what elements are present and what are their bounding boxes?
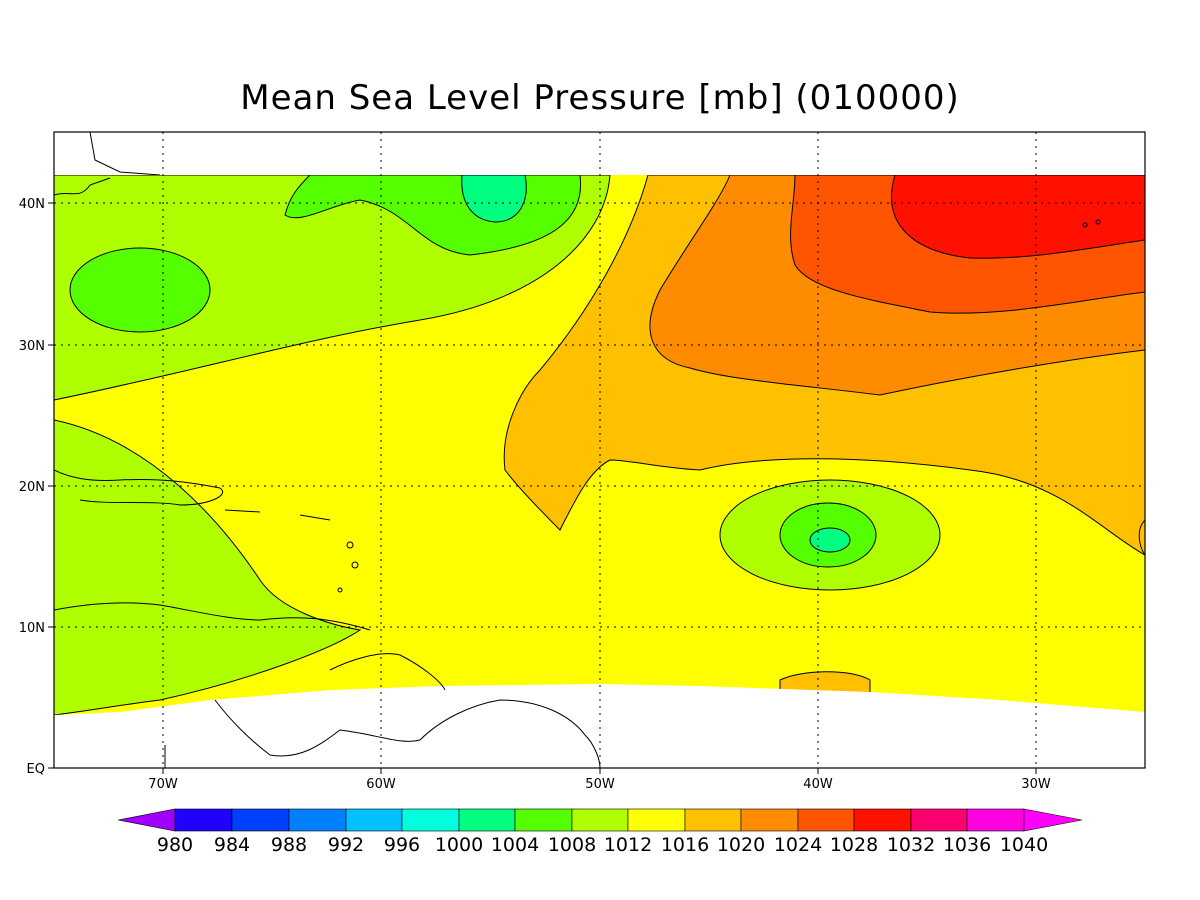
map-title: Mean Sea Level Pressure [mb] (010000) — [240, 78, 960, 118]
colorbar-swatch — [627, 808, 686, 832]
lat-label-10n: 10N — [19, 621, 45, 636]
colorbar-label-1040: 1040 — [1000, 834, 1048, 856]
colorbar — [117, 808, 1083, 832]
colorbar-label-1004: 1004 — [491, 834, 539, 856]
colorbar-label-1024: 1024 — [774, 834, 822, 856]
band-1000-1004 — [461, 174, 527, 223]
lon-label-50w: 50W — [585, 777, 615, 792]
colorbar-swatch — [797, 808, 855, 832]
colorbar-swatch — [514, 808, 573, 832]
colorbar-swatch — [174, 808, 233, 832]
grid-lines — [54, 132, 1145, 768]
colorbar-swatch — [1023, 808, 1083, 832]
band-1008-1012-caribbean — [54, 419, 362, 716]
colorbar-label-1028: 1028 — [830, 834, 878, 856]
colorbar-labels: 980 984 988 992 996 1000 1004 1008 1012 … — [157, 834, 1048, 856]
lat-label-20n: 20N — [19, 480, 45, 495]
band-1004-1008-low — [69, 247, 211, 333]
colorbar-swatch — [910, 808, 968, 832]
lon-label-60w: 60W — [366, 777, 396, 792]
lon-label-70w: 70W — [148, 777, 178, 792]
colorbar-swatch — [684, 808, 742, 832]
colorbar-label-988: 988 — [271, 834, 307, 856]
colorbar-label-1000: 1000 — [435, 834, 483, 856]
colorbar-swatch — [401, 808, 460, 832]
colorbar-label-1036: 1036 — [943, 834, 991, 856]
lat-label-40n: 40N — [19, 197, 45, 212]
colorbar-label-996: 996 — [384, 834, 420, 856]
colorbar-label-1016: 1016 — [661, 834, 709, 856]
no-data-south — [54, 684, 1145, 768]
lat-label-eq: EQ — [27, 762, 45, 777]
colorbar-label-1008: 1008 — [548, 834, 596, 856]
colorbar-swatch — [966, 808, 1025, 832]
band-1016-1020-south — [779, 671, 871, 694]
coastlines — [54, 132, 1101, 768]
lat-label-30n: 30N — [19, 339, 45, 354]
colorbar-swatch — [853, 808, 912, 832]
colorbar-swatch — [571, 808, 629, 832]
colorbar-swatch — [458, 808, 516, 832]
colorbar-label-1020: 1020 — [717, 834, 765, 856]
lon-label-30w: 30W — [1021, 777, 1051, 792]
lon-label-40w: 40W — [803, 777, 833, 792]
colorbar-label-980: 980 — [157, 834, 193, 856]
band-1028-1032 — [891, 174, 1145, 259]
colorbar-swatch — [345, 808, 403, 832]
colorbar-label-984: 984 — [214, 834, 250, 856]
colorbar-label-1032: 1032 — [887, 834, 935, 856]
colorbar-label-1012: 1012 — [604, 834, 652, 856]
colorbar-swatch — [288, 808, 347, 832]
pressure-field — [54, 132, 1145, 768]
colorbar-swatch — [740, 808, 799, 832]
tick-marks — [48, 202, 1037, 774]
colorbar-swatch — [231, 808, 290, 832]
colorbar-label-992: 992 — [328, 834, 364, 856]
low-1000-1004 — [809, 527, 851, 553]
colorbar-swatch — [117, 808, 176, 832]
